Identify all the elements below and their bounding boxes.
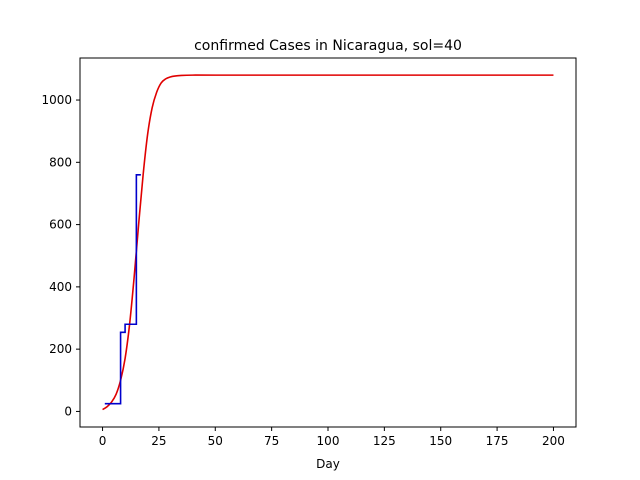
plot-area	[79, 57, 577, 428]
x-axis-ticks: 0 25 50 75 100 125 150 175 200	[99, 427, 565, 448]
x-tick-label: 150	[429, 434, 452, 448]
x-tick-label: 25	[151, 434, 166, 448]
y-tick-label: 1000	[41, 93, 72, 107]
y-tick-label: 800	[49, 155, 72, 169]
y-tick-label: 400	[49, 280, 72, 294]
y-tick-label: 600	[49, 218, 72, 232]
model-curve-line	[102, 74, 554, 411]
x-axis-label: Day	[316, 457, 340, 471]
axes-frame	[79, 57, 577, 428]
y-tick-label: 200	[49, 342, 72, 356]
chart-title: confirmed Cases in Nicaragua, sol=40	[194, 38, 462, 54]
x-tick-label: 75	[264, 434, 279, 448]
observed-cases-line	[104, 173, 141, 405]
series-layer	[102, 74, 554, 411]
x-tick-label: 100	[317, 434, 340, 448]
x-tick-label: 50	[208, 434, 223, 448]
x-tick-label: 125	[373, 434, 396, 448]
x-tick-label: 175	[486, 434, 509, 448]
x-tick-label: 0	[99, 434, 107, 448]
y-tick-label: 0	[64, 404, 72, 418]
x-tick-label: 200	[542, 434, 565, 448]
y-axis-ticks: 0 200 400 600 800 1000	[41, 93, 80, 418]
